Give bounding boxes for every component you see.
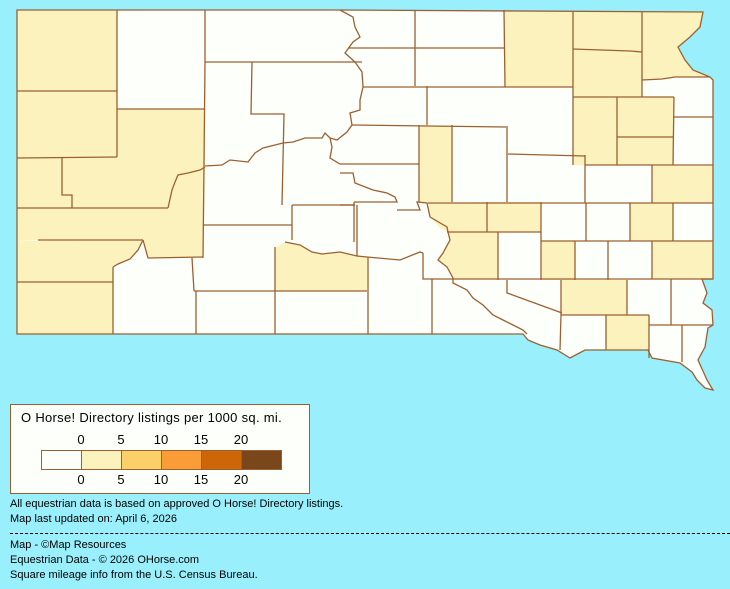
county-fill-yellow [17,240,143,282]
county-boundary [284,241,424,261]
county-fill-yellow [652,166,713,203]
county-map [16,9,715,392]
legend-bottom-tick: 20 [233,472,249,487]
divider [10,533,730,534]
county-fill-yellow [561,280,627,315]
county-boundary [202,10,206,259]
county-boundary [397,201,528,335]
county-boundary [507,153,586,157]
legend-swatch-5 [242,451,281,469]
state-border [16,9,715,392]
county-fill-yellow [652,241,713,279]
map-credit: Map - ©Map Resources [10,539,127,551]
county-fill-yellow [275,242,367,291]
data-source-note: All equestrian data is based on approved… [10,498,344,510]
county-boundary [506,280,563,314]
legend-bottom-tick: 5 [117,472,125,487]
county-fill-yellow [630,203,673,241]
county-fill-yellow [642,12,710,80]
county-fill-yellow [542,241,575,280]
legend-top-tick: 20 [233,432,249,447]
legend-swatch-4 [202,451,242,469]
county-boundary [142,239,204,259]
legend: O Horse! Directory listings per 1000 sq.… [10,404,310,494]
county-fill-yellow [62,109,205,208]
county-boundary [672,96,675,166]
county-fill-yellow [419,126,452,202]
census-credit: Square mileage info from the U.S. Census… [10,569,258,581]
legend-top-tick: 5 [117,432,125,447]
county-boundary [572,48,643,53]
legend-bottom-tick: 0 [77,472,85,487]
county-fill-yellow [17,157,72,208]
county-boundary [204,131,419,167]
legend-top-tick: 0 [77,432,85,447]
county-boundary [351,124,507,128]
last-updated-note: Map last updated on: April 6, 2026 [10,513,177,525]
state-outline [17,10,713,390]
county-boundary [641,76,710,81]
county-fill-yellow [487,202,541,232]
county-fill-yellow [17,10,117,91]
county-boundary [250,61,285,206]
legend-bottom-tick: 15 [193,472,209,487]
legend-title: O Horse! Directory listings per 1000 sq.… [21,410,283,425]
county-boundary [422,253,713,280]
legend-swatch-0 [42,451,82,469]
county-fill-yellow [438,232,498,279]
legend-swatch-1 [82,451,122,469]
legend-swatch-2 [122,451,162,469]
legend-top-tick: 15 [193,432,209,447]
county-fill-yellow [17,167,205,258]
legend-swatch-3 [162,451,202,469]
legend-top-tick: 10 [153,432,169,447]
data-credit: Equestrian Data - © 2026 OHorse.com [10,554,200,566]
legend-color-bar [41,450,282,470]
county-boundary [61,157,73,208]
county-fill-yellow [573,97,617,165]
county-boundary [329,9,364,141]
county-fill-yellow [17,282,113,334]
county-fill-yellow [606,315,649,350]
county-boundary [16,156,118,159]
county-boundary [167,166,206,209]
county-boundary [340,172,398,203]
county-fill-yellow [617,97,674,165]
county-boundary [191,257,195,292]
county-boundary [112,239,144,268]
county-fill-yellow [17,91,117,160]
county-fill-yellow [504,12,573,87]
legend-bottom-tick: 10 [153,472,169,487]
county-fill-yellow [573,12,642,97]
